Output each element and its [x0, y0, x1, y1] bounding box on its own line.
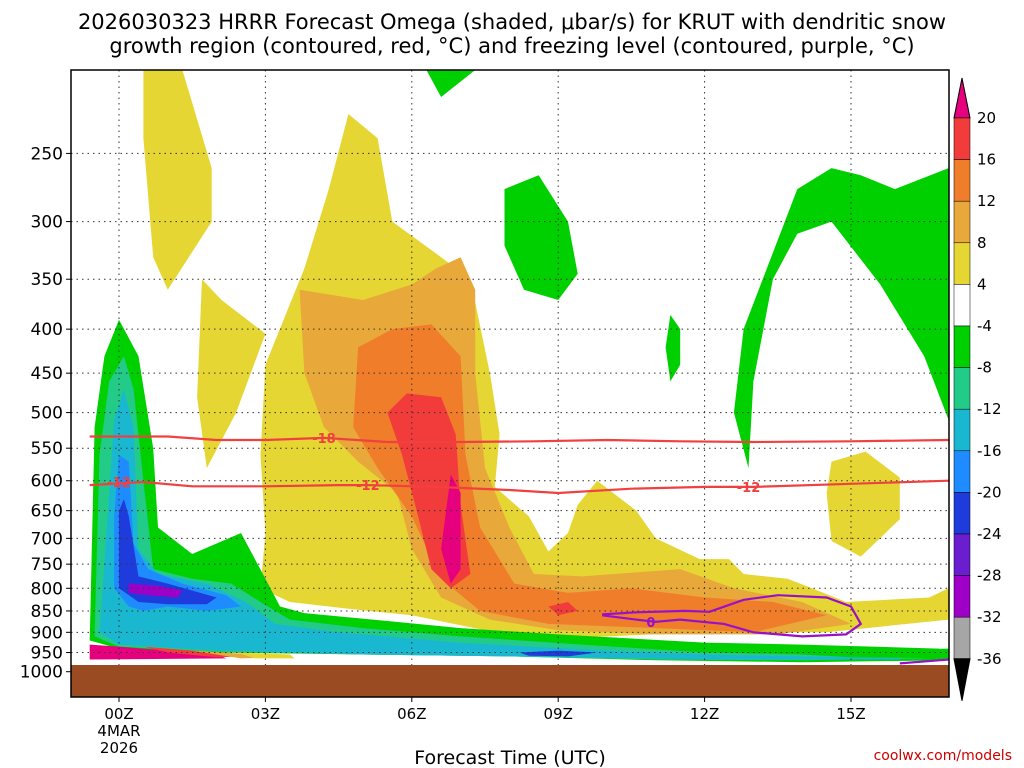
colorbar-label: 20 — [977, 109, 996, 127]
x-tick-label: 09Z — [544, 705, 573, 723]
colorbar-bin — [953, 159, 971, 202]
title-line-2: growth region (contoured, red, °C) and f… — [109, 34, 914, 58]
shade-right-yellow-blob — [826, 451, 900, 557]
dgz-contour-0 — [89, 435, 949, 444]
x-axis-label: Forecast Time (UTC) — [414, 747, 605, 768]
colorbar-bin — [953, 450, 971, 493]
grid-lines — [71, 70, 949, 697]
x-tick-label: 03Z — [251, 705, 280, 723]
colorbar-label: -28 — [977, 567, 1002, 585]
y-tick-label: 600 — [31, 472, 63, 492]
colorbar-label: -12 — [977, 400, 1002, 418]
freezing-contour-1 — [899, 658, 949, 665]
colorbar-bin — [953, 242, 971, 285]
colorbar-label: -16 — [977, 442, 1002, 460]
colorbar: 20 16 12 8 4 -4 -8 -12 -16 -20 -24 -28 -32 -36 — [953, 77, 1002, 701]
x-tick-date: 4MAR — [97, 722, 140, 740]
colorbar-bin — [953, 533, 971, 576]
colorbar-label: -36 — [977, 650, 1002, 668]
colorbar-bottom-arrow — [953, 658, 971, 701]
omega-shading — [89, 70, 949, 663]
colorbar-bin — [953, 575, 971, 618]
dgz-contour-label: -12 — [737, 481, 761, 496]
shade-upper-green-north — [426, 70, 476, 97]
y-tick-label: 400 — [31, 320, 63, 340]
y-tick-label: 850 — [31, 602, 63, 622]
shade-right-green-region — [733, 168, 949, 469]
shade-bottom-yellow — [236, 652, 295, 659]
colorbar-label: -32 — [977, 608, 1002, 626]
shade-orange-core — [353, 324, 827, 633]
x-tick-label: 15Z — [836, 705, 865, 723]
shade-left-lightblue — [114, 454, 241, 611]
shade-upper-yellow-north — [143, 70, 212, 290]
colorbar-label: 8 — [977, 234, 987, 252]
colorbar-bin — [953, 616, 971, 660]
colorbar-label: -8 — [977, 359, 992, 377]
colorbar-bin — [953, 367, 971, 410]
shade-left-blue — [119, 499, 217, 605]
x-tick-label: 12Z — [690, 705, 719, 723]
shade-magenta-core — [441, 474, 461, 584]
y-tick-label: 450 — [31, 364, 63, 384]
y-tick-label: 800 — [31, 579, 63, 599]
shade-left-violet — [128, 583, 183, 598]
shade-red-low-blob — [548, 602, 578, 616]
shade-upper-green-blob — [504, 175, 578, 300]
dgz-contour-1 — [89, 479, 949, 495]
y-tick-label: 1000 — [20, 663, 63, 683]
plot-frame — [70, 69, 950, 698]
ground-layer — [71, 665, 949, 697]
y-tick-label: 900 — [31, 623, 63, 643]
contour-lines: -18 -12 -12 -12 0 — [89, 432, 949, 665]
colorbar-bin — [953, 325, 971, 368]
colorbar-bin — [953, 284, 971, 327]
x-tick-year: 2026 — [100, 739, 138, 757]
colorbar-bin — [953, 408, 971, 452]
colorbar-bin — [953, 492, 971, 535]
colorbar-top-arrow — [953, 77, 971, 119]
y-tick-label: 650 — [31, 502, 63, 522]
y-axis: 2503003504004505005506006507007508008509… — [20, 144, 71, 683]
x-tick-label: 06Z — [397, 705, 426, 723]
colorbar-label: 16 — [977, 151, 996, 169]
x-tick-label: 00Z — [104, 705, 133, 723]
colorbar-label: 4 — [977, 275, 987, 293]
dgz-contour-label: -12 — [107, 476, 131, 491]
y-tick-label: 300 — [31, 213, 63, 233]
colorbar-label: -20 — [977, 483, 1002, 501]
colorbar-label: -24 — [977, 525, 1002, 543]
y-tick-label: 700 — [31, 529, 63, 549]
ground-fill — [71, 665, 949, 697]
colorbar-label: 12 — [977, 192, 996, 210]
shade-bottom-right-green — [802, 648, 949, 659]
credit-text: coolwx.com/models — [874, 748, 1012, 764]
y-tick-label: 550 — [31, 439, 63, 459]
shade-left-column-core — [121, 510, 129, 544]
y-tick-label: 250 — [31, 144, 63, 164]
y-tick-label: 950 — [31, 644, 63, 664]
colorbar-bin — [953, 200, 971, 244]
freezing-contour-label: 0 — [646, 616, 655, 631]
y-tick-label: 500 — [31, 404, 63, 424]
freezing-contour-0 — [601, 594, 863, 638]
title-line-1: 2026030323 HRRR Forecast Omega (shaded, … — [78, 10, 946, 34]
y-tick-label: 350 — [31, 270, 63, 290]
dgz-contour-label: -18 — [312, 432, 336, 447]
y-tick-label: 750 — [31, 555, 63, 575]
shade-small-green-blob — [665, 314, 681, 382]
shade-left-cyan — [99, 389, 900, 660]
colorbar-label: -4 — [977, 317, 992, 335]
dgz-contour-label: -12 — [356, 479, 380, 494]
shade-bottom-magenta — [89, 644, 227, 660]
colorbar-bin — [953, 117, 971, 160]
